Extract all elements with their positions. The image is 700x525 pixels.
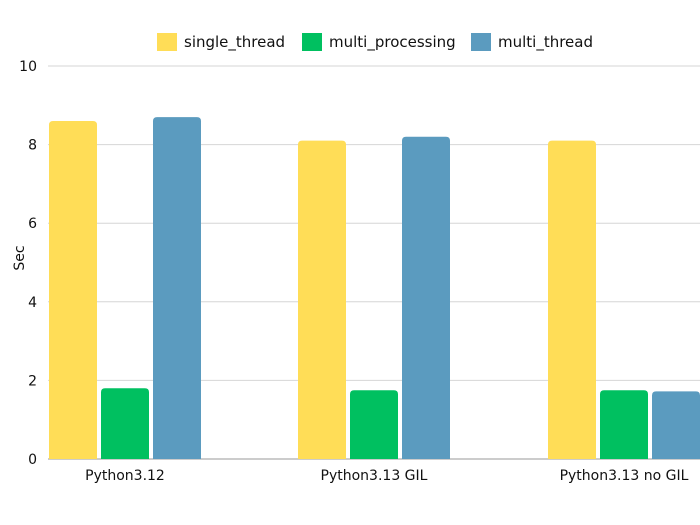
bar-multi_processing-2: [600, 390, 648, 459]
legend: single_thread multi_processing multi_threa…: [157, 33, 593, 52]
y-tick-label: 0: [28, 452, 37, 468]
y-tick-label: 10: [19, 59, 37, 75]
legend-swatch: [302, 33, 322, 51]
bar-single_thread-1: [298, 140, 346, 460]
bar-single_thread-2: [548, 140, 596, 460]
bar-multi_thread-2: [652, 391, 700, 459]
x-tick-label: Python3.13 no GIL: [560, 468, 689, 484]
bars: [49, 117, 700, 460]
bar-multi_thread-1: [402, 136, 450, 460]
legend-swatch: [157, 33, 177, 51]
y-axis-label: Sec: [12, 245, 28, 270]
y-tick-label: 2: [28, 373, 37, 389]
y-axis-ticks: 0 2 4 6 8 10: [19, 59, 37, 468]
y-tick-label: 8: [28, 138, 37, 154]
legend-swatch: [471, 33, 491, 51]
y-tick-label: 6: [28, 216, 37, 232]
legend-label: multi_processing: [329, 33, 456, 52]
bar-multi_thread-0: [153, 117, 201, 459]
legend-label: multi_thread: [498, 33, 593, 52]
legend-item-single_thread: single_thread: [157, 33, 285, 52]
legend-item-multi_thread: multi_thread: [471, 33, 593, 52]
x-tick-label: Python3.12: [85, 468, 165, 484]
legend-label: single_thread: [184, 33, 285, 52]
bar-multi_processing-0: [101, 388, 149, 459]
bar-multi_processing-1: [350, 390, 398, 459]
x-axis-ticks: Python3.12 Python3.13 GIL Python3.13 no GI…: [85, 468, 688, 484]
y-tick-label: 4: [28, 295, 37, 311]
legend-item-multi_processing: multi_processing: [302, 33, 456, 52]
bar-single_thread-0: [49, 121, 97, 460]
x-tick-label: Python3.13 GIL: [321, 468, 428, 484]
